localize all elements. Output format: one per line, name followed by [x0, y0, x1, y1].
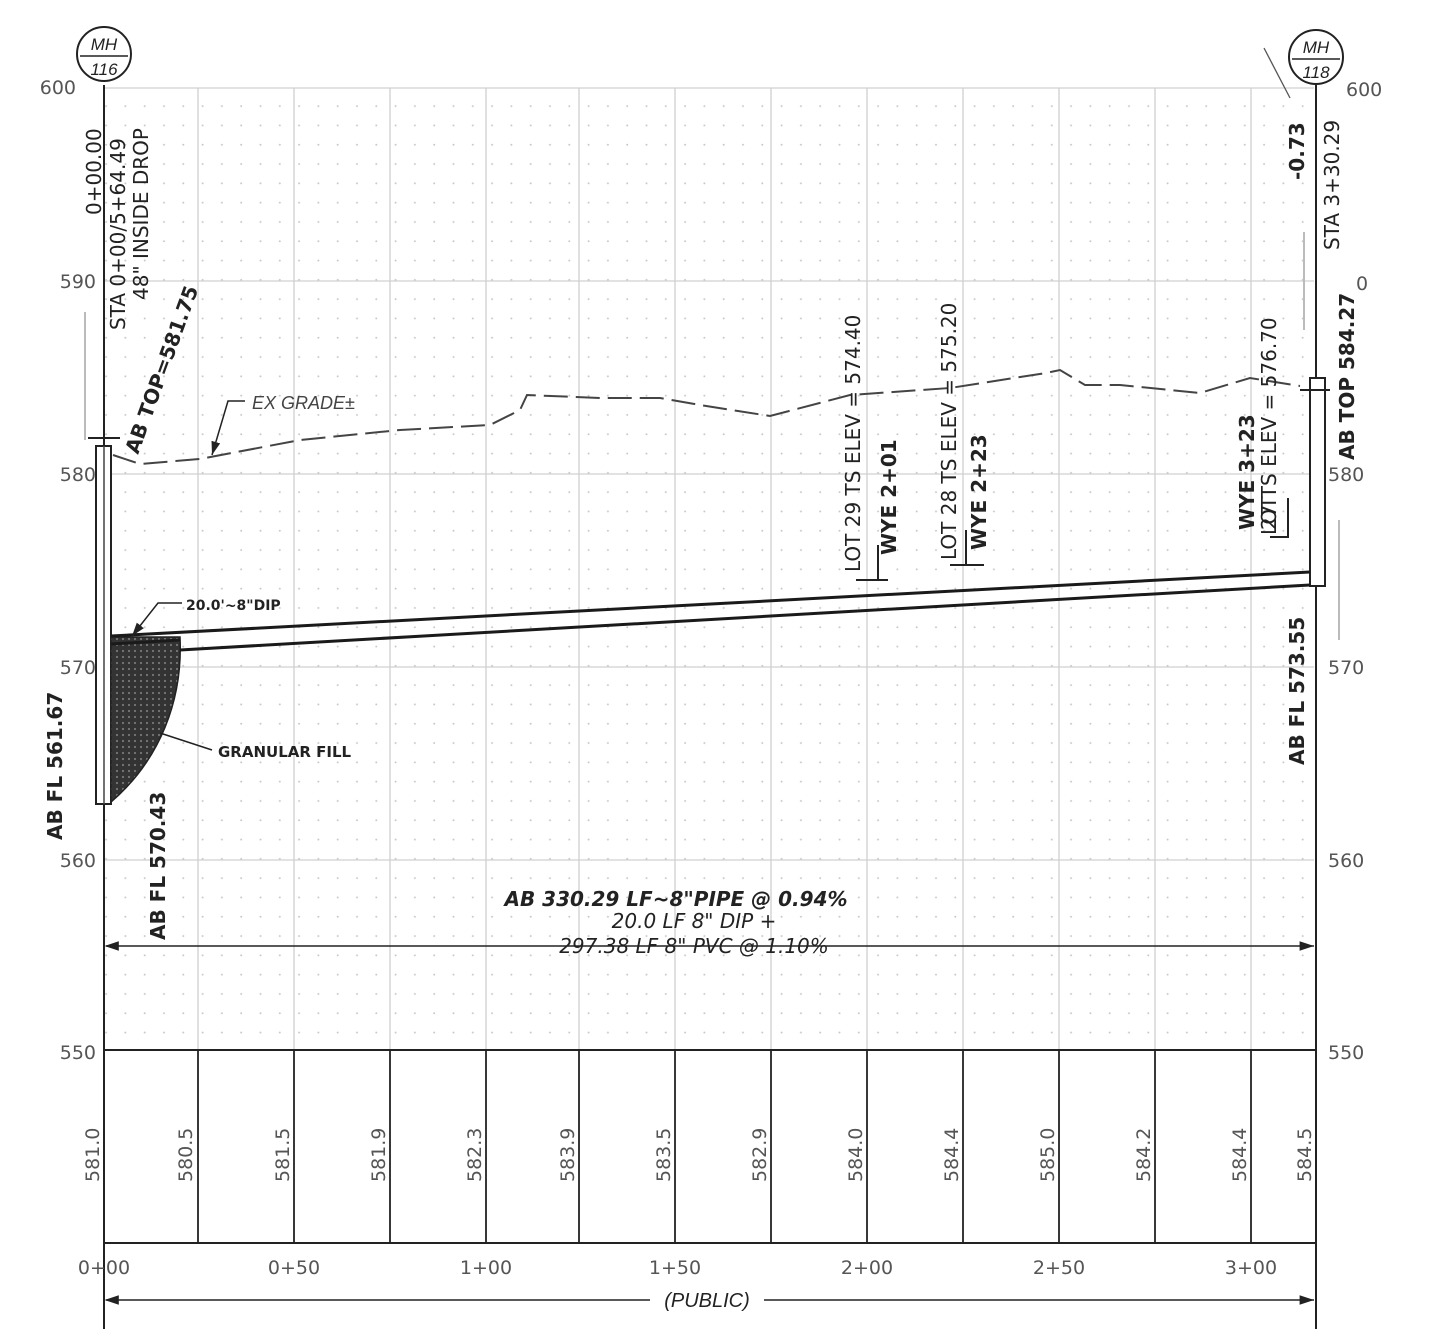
ground-elev-13: 584.5 [1294, 1128, 1316, 1182]
inside-drop-label: 48" INSIDE DROP [129, 128, 153, 300]
pipe-note-line1: AB 330.29 LF~8"PIPE @ 0.94% [502, 887, 847, 911]
mh116-ab-fl-low-label: AB FL 561.67 [43, 692, 67, 840]
mh118-ab-top-label: AB TOP 584.27 [1335, 293, 1359, 460]
manhole-118-structure [1300, 232, 1340, 640]
svg-text:116: 116 [90, 60, 118, 79]
elev-tick-550-right: 550 [1328, 1042, 1364, 1064]
mh118-offset-label: -0.73 [1285, 122, 1309, 180]
manhole-116-structure [84, 312, 120, 805]
svg-text:GRANULAR FILL: GRANULAR FILL [218, 743, 352, 761]
ground-elev-0: 581.0 [82, 1128, 104, 1182]
profile-grid-dots [104, 88, 1314, 1048]
station-2-00: 2+00 [841, 1257, 893, 1279]
svg-text:MH: MH [91, 35, 118, 54]
ground-elev-12: 584.4 [1229, 1128, 1251, 1182]
lot27-ts-elev-label: 27 TS ELEV = 576.70 [1257, 317, 1281, 530]
elev-tick-560-left: 560 [60, 850, 96, 872]
ground-elev-1: 580.5 [175, 1128, 197, 1182]
ground-elev-10: 585.0 [1037, 1128, 1059, 1182]
ground-elev-7: 582.9 [749, 1128, 771, 1182]
svg-text:20.0'~8"DIP: 20.0'~8"DIP [186, 598, 281, 614]
ground-elev-9: 584.4 [941, 1128, 963, 1182]
elev-tick-590-right-partial: 0 [1356, 273, 1368, 295]
ground-elev-11: 584.2 [1133, 1128, 1155, 1182]
wye-223-label: WYE 2+23 [967, 434, 991, 550]
pipe-note-line2: 20.0 LF 8" DIP + [612, 909, 777, 933]
ground-elev-2: 581.5 [272, 1128, 294, 1182]
ground-elevation-table: 581.0 580.5 581.5 581.9 582.3 583.9 583.… [82, 1049, 1316, 1244]
mh116-station-label: STA 0+00/5+64.49 [106, 138, 130, 330]
ex-grade-callout: EX GRADE± [211, 393, 355, 456]
mh118-ab-fl-label: AB FL 573.55 [1285, 617, 1309, 765]
ground-elev-5: 583.9 [557, 1128, 579, 1182]
elev-tick-580-right: 580 [1328, 464, 1364, 486]
sewer-pipe [110, 570, 1311, 652]
mh118-station-label: STA 3+30.29 [1320, 120, 1344, 250]
station-3-00: 3+00 [1225, 1257, 1277, 1279]
elev-tick-590-left: 590 [60, 271, 96, 293]
station-0-00: 0+00 [78, 1257, 130, 1279]
station-1-50: 1+50 [649, 1257, 701, 1279]
elevation-axis-left: 600 590 580 570 560 550 [40, 77, 96, 1064]
elev-tick-550-left: 550 [60, 1042, 96, 1064]
svg-text:MH: MH [1303, 38, 1330, 57]
public-label: (PUBLIC) [664, 1290, 750, 1312]
ground-elev-8: 584.0 [845, 1128, 867, 1182]
elevation-grid-lines [104, 87, 1314, 861]
svg-text:118: 118 [1302, 63, 1330, 82]
wye-323-label: WYE 3+23 [1235, 414, 1259, 530]
manhole-118-tag: MH 118 [1288, 29, 1344, 85]
station-2-50: 2+50 [1033, 1257, 1085, 1279]
elev-tick-560-right: 560 [1328, 850, 1364, 872]
station-grid-lines [197, 88, 1252, 1050]
station-1-00: 1+00 [460, 1257, 512, 1279]
station-axis: 0+00 0+50 1+00 1+50 2+00 2+50 3+00 [78, 1257, 1277, 1279]
ground-elev-6: 583.5 [653, 1128, 675, 1182]
elev-tick-600-right: 600 [1346, 79, 1382, 101]
mh116-ab-fl-high-label: AB FL 570.43 [146, 792, 170, 940]
manhole-116-tag: MH 116 [76, 26, 132, 82]
lot29-ts-elev-label: LOT 29 TS ELEV = 574.40 [841, 315, 865, 572]
ground-elev-4: 582.3 [464, 1128, 486, 1182]
lot28-ts-elev-label: LOT 28 TS ELEV = 575.20 [937, 303, 961, 560]
station-zero-label: 0+00.00 [82, 128, 106, 215]
wye-223-tick [950, 530, 984, 566]
lot27-lot-label: LOT [1257, 496, 1281, 535]
station-0-50: 0+50 [268, 1257, 320, 1279]
wye-201-label: WYE 2+01 [877, 439, 901, 555]
ground-elev-3: 581.9 [368, 1128, 390, 1182]
svg-text:EX GRADE±: EX GRADE± [252, 393, 355, 413]
elev-tick-580-left: 580 [60, 464, 96, 486]
granular-fill-callout: GRANULAR FILL [159, 732, 352, 761]
dip-callout: 20.0'~8"DIP [131, 598, 281, 637]
elevation-axis-right: 600 0 580 570 560 550 [1328, 79, 1382, 1064]
wye-201-tick [856, 545, 888, 581]
mh118-leader [1263, 47, 1291, 99]
elev-tick-570-right: 570 [1328, 657, 1364, 679]
elev-tick-570-left: 570 [60, 657, 96, 679]
elev-tick-600-left: 600 [40, 77, 76, 99]
wye-323-tick [1270, 498, 1289, 538]
